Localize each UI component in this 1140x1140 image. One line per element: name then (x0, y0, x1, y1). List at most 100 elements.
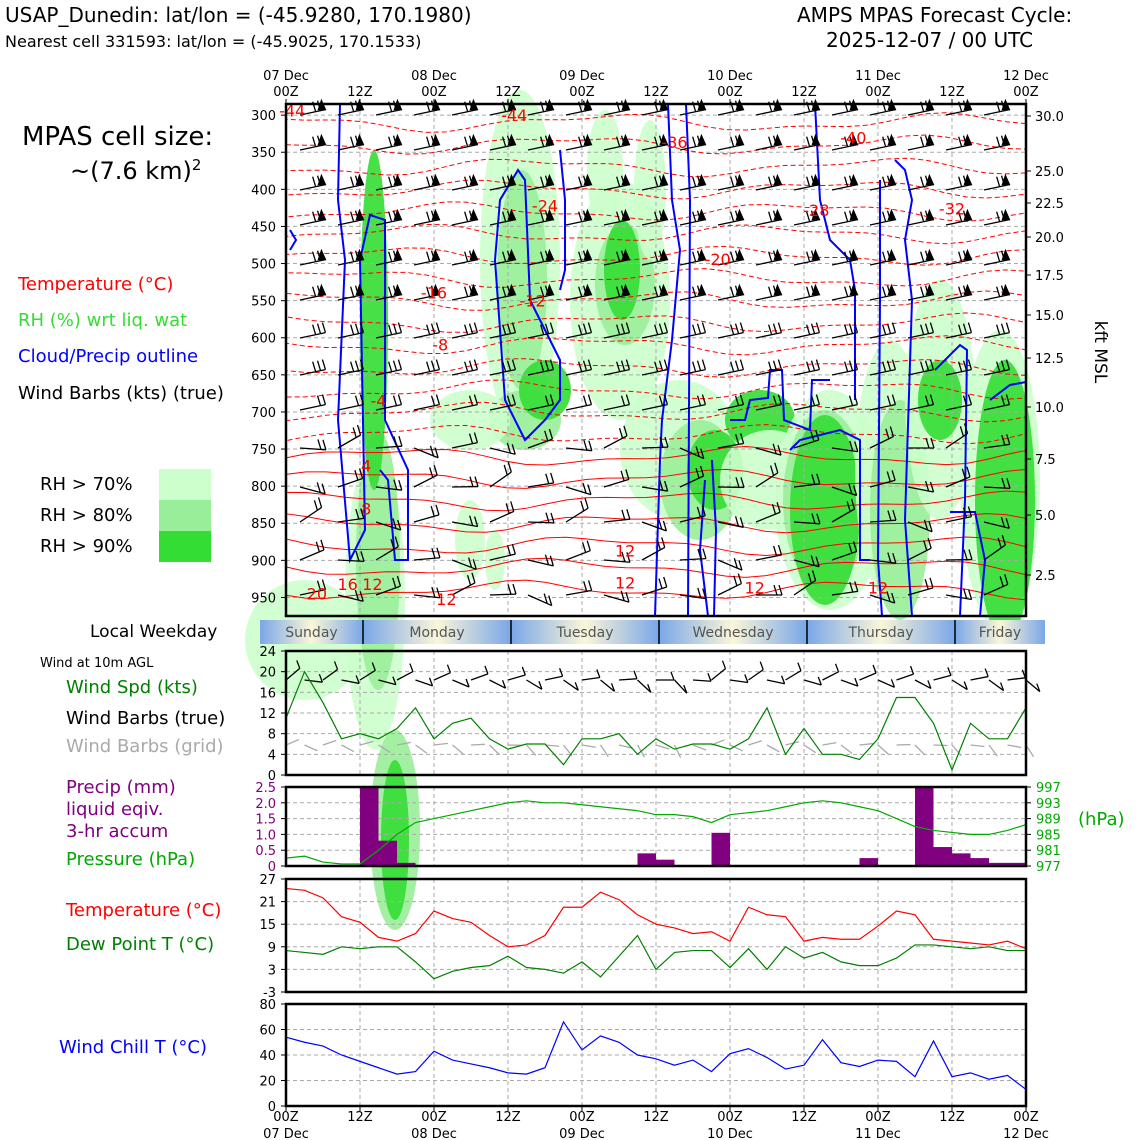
surface-wind-barb (951, 679, 968, 691)
wind-barb (755, 511, 781, 523)
wind-barb (641, 143, 668, 151)
wind-barb-feather (1000, 210, 1006, 221)
wind-barb-feather (510, 501, 515, 512)
wind-barb-feather (464, 176, 469, 187)
wind-barb-feather (506, 395, 512, 406)
wind-barb-feather (312, 211, 317, 222)
y-tick-label: 2.0 (255, 797, 276, 812)
wind-barb-feather (392, 250, 398, 261)
bottom-x-hour: 00Z (569, 1110, 595, 1125)
wind-barb-feather (768, 251, 773, 262)
wind-barb-feather (654, 324, 659, 335)
wind-barb (717, 368, 744, 376)
wind-barb-feather (354, 135, 360, 146)
wind-barb-feather (582, 360, 588, 371)
wind-barb-feather (548, 595, 553, 606)
wind-barb (527, 183, 554, 191)
wind-barb (375, 108, 402, 116)
wind-barb-feather (735, 477, 740, 488)
wind-barb (299, 506, 322, 523)
wind-barb-feather (730, 286, 735, 297)
wind-barb-feather (697, 587, 702, 599)
wind-barb (299, 258, 326, 266)
wind-barb-feather (692, 361, 697, 372)
wind-barb (603, 183, 630, 191)
wind-barb (337, 477, 363, 488)
wind-barb (451, 108, 478, 116)
wind-barb-feather (1001, 434, 1006, 446)
wind-barb-feather (472, 559, 477, 570)
wind-barb (299, 447, 326, 451)
precip-bar (933, 847, 952, 866)
pressure-line (285, 800, 1027, 865)
wind-barb (945, 368, 972, 376)
wind-barb (337, 368, 364, 376)
wind-barb-feather (654, 211, 659, 222)
wind-barb (983, 183, 1010, 191)
wind-barb (375, 258, 402, 266)
dewpoint-label: Dew Point T (°C) (66, 934, 215, 955)
temperature-label: -40 (840, 128, 866, 147)
wind-barb-feather (772, 395, 778, 406)
wind-barb-feather (924, 480, 930, 492)
wind-barb (831, 550, 857, 561)
y-tick-label: 0.5 (255, 844, 276, 859)
bottom-x-hour: 12Z (939, 1110, 965, 1125)
wind-barb-feather (626, 509, 631, 520)
wind-barb-feather (578, 324, 583, 335)
wind-barb (831, 403, 858, 411)
wind-barb (907, 218, 934, 226)
wind-barb (565, 368, 592, 376)
wind-barb (527, 258, 554, 266)
wind-barb (565, 258, 592, 266)
wind-barb-feather (397, 394, 403, 405)
grid-wind-barb (673, 744, 682, 758)
wind-barb-feather (582, 135, 588, 146)
wind-barb-feather (354, 100, 360, 111)
kft-tick-label: 22.5 (1035, 197, 1064, 212)
wind-speed-line (285, 670, 1027, 772)
y-tick-label: 2.5 (255, 781, 276, 796)
wind-barb-feather (806, 251, 811, 262)
wind-barb-feather (963, 588, 968, 599)
grid-wind-barb (692, 744, 707, 751)
pressure-tick-label: 450 (251, 220, 276, 235)
wind-barb-feather (958, 251, 963, 262)
wind-barb (717, 403, 744, 411)
cycle-title-line1: AMPS MPAS Forecast Cycle: (797, 3, 1073, 27)
wind-barb-feather (578, 136, 583, 147)
wind-barb (641, 521, 667, 532)
wind-barb (755, 368, 782, 376)
temperature-contour (285, 424, 1027, 445)
weekday-label: Friday (979, 625, 1021, 641)
wind-barb-feather (540, 361, 545, 372)
wind-barb-feather (469, 476, 474, 487)
wind-barb-feather (924, 579, 929, 590)
wind-barb-feather (885, 428, 890, 439)
wind-barb-feather (734, 395, 740, 406)
wind-barb-feather (616, 176, 621, 187)
wind-barb-feather (739, 359, 745, 370)
wind-barb (755, 258, 782, 266)
wind-barb-feather (582, 210, 588, 221)
wind-barb-feather (426, 286, 431, 297)
surface-wind-feather (872, 664, 877, 674)
wind-barb-feather (848, 210, 854, 221)
wind-barb-feather (543, 593, 548, 604)
pressure-tick-label: 850 (251, 517, 276, 532)
wind-barb-feather (616, 136, 621, 147)
precip-label-1: Precip (mm) (66, 777, 176, 798)
wind-barb (869, 403, 896, 411)
wind-barb-feather (620, 100, 626, 111)
wind-barb (945, 108, 972, 116)
wind-barb-feather (397, 359, 403, 370)
wind-barb-feather (502, 176, 507, 187)
temperature-label: 12 (868, 579, 888, 598)
wind-barb (413, 557, 440, 561)
wind-barb-feather (696, 395, 702, 406)
surface-wind-feather (963, 681, 968, 690)
wind-barb-feather (430, 323, 436, 334)
wind-barb (299, 368, 326, 376)
kft-tick-label: 10.0 (1035, 401, 1064, 416)
surface-wind-barb (600, 679, 615, 692)
